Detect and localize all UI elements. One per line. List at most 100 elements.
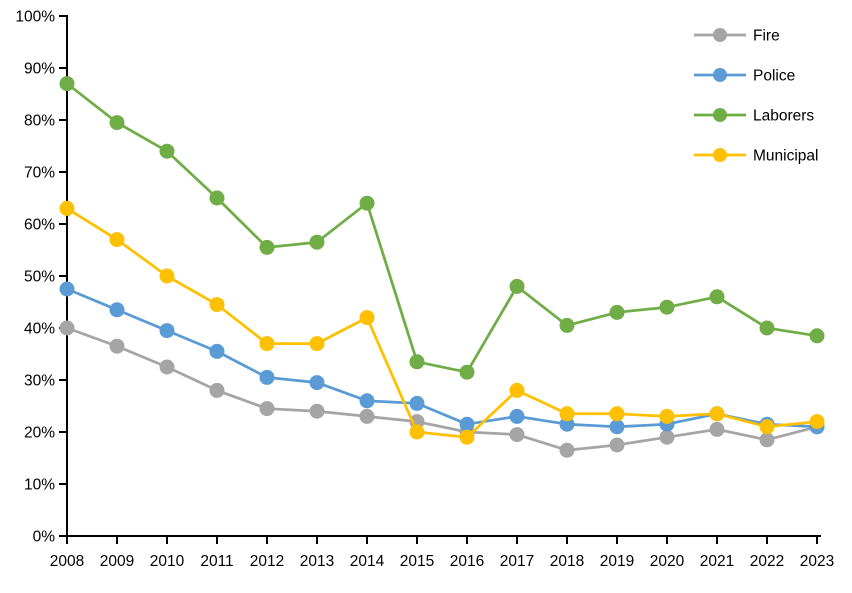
legend-marker-police (713, 68, 727, 82)
legend-label-fire: Fire (753, 28, 780, 45)
police-point-2019 (609, 419, 625, 435)
municipal-point-2015 (409, 424, 425, 440)
laborers-point-2009 (109, 115, 125, 131)
laborers-point-2023 (809, 328, 825, 344)
laborers-point-2017 (509, 278, 525, 294)
municipal-point-2023 (809, 414, 825, 430)
fire-point-2009 (109, 338, 125, 354)
laborers-point-2016 (459, 364, 475, 380)
municipal-point-2012 (259, 336, 275, 352)
police-point-2018 (559, 416, 575, 432)
legend-marker-municipal (713, 148, 727, 162)
police-series-line (65, 287, 819, 429)
fire-point-2013 (309, 403, 325, 419)
fire-point-2014 (359, 408, 375, 424)
police-point-2013 (309, 375, 325, 391)
x-axis-tick-label: 2011 (200, 553, 233, 570)
municipal-point-2010 (159, 268, 175, 284)
police-point-2012 (259, 369, 275, 385)
x-axis-tick-label: 2016 (450, 553, 484, 570)
x-axis-tick-label: 2023 (800, 553, 834, 570)
municipal-point-2016 (459, 429, 475, 445)
municipal-point-2019 (609, 406, 625, 422)
municipal-point-2018 (559, 406, 575, 422)
legend-label-laborers: Laborers (753, 108, 814, 125)
fire-point-2010 (159, 359, 175, 375)
x-axis-tick-label: 2019 (600, 553, 634, 570)
police-point-2014 (359, 393, 375, 409)
x-axis-tick-label: 2008 (50, 553, 84, 570)
fire-point-2011 (209, 382, 225, 398)
fire-point-2019 (609, 437, 625, 453)
fire-point-2018 (559, 442, 575, 458)
legend-label-police: Police (753, 68, 795, 85)
legend-label-municipal: Municipal (753, 148, 818, 165)
fire-point-2020 (659, 429, 675, 445)
municipal-point-2017 (509, 382, 525, 398)
x-axis-tick-label: 2020 (650, 553, 685, 570)
municipal-point-2011 (209, 297, 225, 313)
x-axis-tick-label: 2015 (400, 553, 434, 570)
municipal-point-2020 (659, 408, 675, 424)
police-point-2015 (409, 395, 425, 411)
y-axis-tick-label: 90% (24, 61, 55, 78)
fire-point-2008 (59, 320, 75, 336)
laborers-point-2010 (159, 143, 175, 159)
x-axis-tick-label: 2009 (100, 553, 134, 570)
laborers-point-2012 (259, 239, 275, 255)
y-axis-tick-label: 60% (24, 217, 55, 234)
police-point-2011 (209, 343, 225, 359)
x-axis-tick-label: 2014 (350, 553, 385, 570)
y-axis-tick-label: 50% (24, 269, 55, 286)
y-axis-tick-label: 80% (24, 113, 55, 130)
legend-item-police: Police (694, 68, 795, 85)
laborers-point-2015 (409, 354, 425, 370)
laborers-point-2014 (359, 195, 375, 211)
municipal-point-2009 (109, 232, 125, 248)
y-axis-tick-label: 30% (24, 373, 55, 390)
fire-point-2017 (509, 427, 525, 443)
legend-item-municipal: Municipal (694, 148, 818, 165)
legend-marker-fire (713, 28, 727, 42)
x-axis-tick-label: 2017 (500, 553, 534, 570)
y-axis-tick-label: 10% (24, 477, 55, 494)
laborers-point-2008 (59, 76, 75, 92)
laborers-point-2019 (609, 304, 625, 320)
x-axis-tick-label: 2013 (300, 553, 334, 570)
laborers-series-line (65, 82, 819, 374)
police-point-2009 (109, 302, 125, 318)
laborers-point-2020 (659, 299, 675, 315)
y-axis-tick-label: 70% (24, 165, 55, 182)
laborers-point-2018 (559, 317, 575, 333)
laborers-point-2022 (759, 320, 775, 336)
fire-series-line (65, 326, 819, 452)
x-axis-tick-label: 2012 (250, 553, 284, 570)
laborers-point-2013 (309, 234, 325, 250)
municipal-point-2022 (759, 419, 775, 435)
y-axis-tick-label: 100% (15, 9, 55, 26)
police-point-2017 (509, 408, 525, 424)
municipal-point-2021 (709, 406, 725, 422)
x-axis-tick-label: 2018 (550, 553, 584, 570)
legend-item-laborers: Laborers (694, 108, 814, 125)
police-point-2010 (159, 323, 175, 339)
municipal-point-2014 (359, 310, 375, 326)
legend-marker-laborers (713, 108, 727, 122)
laborers-point-2021 (709, 289, 725, 305)
municipal-point-2013 (309, 336, 325, 352)
x-axis-tick-label: 2022 (750, 553, 784, 570)
y-axis-tick-label: 0% (33, 529, 56, 546)
y-axis-tick-label: 40% (24, 321, 55, 338)
municipal-point-2008 (59, 200, 75, 216)
legend-item-fire: Fire (694, 28, 780, 45)
fire-point-2012 (259, 401, 275, 417)
fire-point-2022 (759, 432, 775, 448)
laborers-point-2011 (209, 190, 225, 206)
police-point-2016 (459, 416, 475, 432)
fire-point-2021 (709, 421, 725, 437)
x-axis-tick-label: 2021 (700, 553, 734, 570)
y-axis-tick-label: 20% (24, 425, 55, 442)
x-axis-tick-label: 2010 (150, 553, 185, 570)
